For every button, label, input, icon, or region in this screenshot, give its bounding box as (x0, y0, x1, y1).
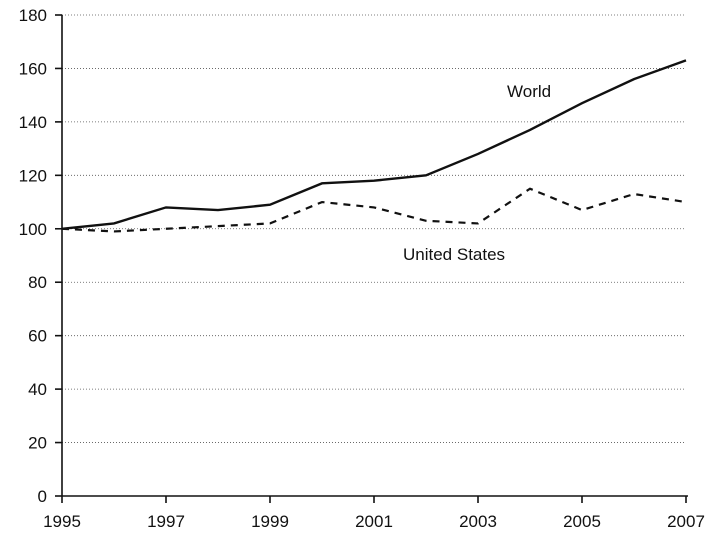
x-tick-label: 2003 (459, 512, 497, 531)
x-tick-label: 2007 (667, 512, 705, 531)
x-tick-label: 1997 (147, 512, 185, 531)
y-tick-label: 140 (19, 113, 47, 132)
axis-ticks (55, 14, 687, 503)
y-tick-label: 160 (19, 59, 47, 78)
series-line-world (61, 59, 687, 230)
x-tick-label: 2005 (563, 512, 601, 531)
series-label-united-states: United States (403, 245, 505, 264)
x-tick-label: 1999 (251, 512, 289, 531)
y-tick-label: 180 (19, 6, 47, 25)
y-tick-label: 100 (19, 220, 47, 239)
y-tick-label: 40 (28, 380, 47, 399)
x-tick-labels: 1995 1997 1999 2001 2003 2005 2007 (43, 512, 705, 531)
y-tick-label: 80 (28, 273, 47, 292)
y-tick-label: 0 (38, 487, 47, 506)
gridlines (62, 14, 686, 443)
x-tick-label: 2001 (355, 512, 393, 531)
series-lines (61, 59, 687, 233)
series-line-united-states (61, 187, 687, 233)
y-tick-label: 20 (28, 434, 47, 453)
series-label-world: World (507, 82, 551, 101)
y-tick-labels: 0 20 40 60 80 100 120 140 160 180 (19, 6, 47, 506)
y-tick-label: 60 (28, 327, 47, 346)
y-tick-label: 120 (19, 166, 47, 185)
x-tick-label: 1995 (43, 512, 81, 531)
